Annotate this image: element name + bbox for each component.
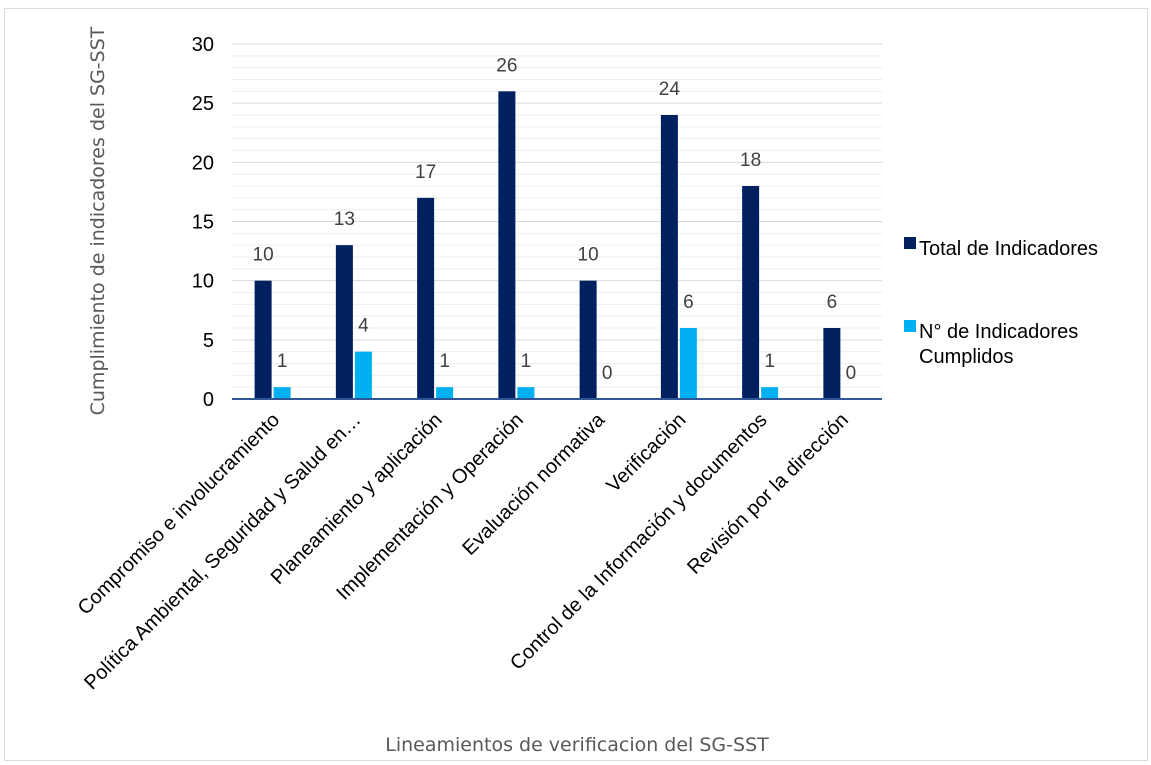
data-label: 1 <box>439 351 450 372</box>
y-tick-label: 15 <box>192 212 214 234</box>
x-category-label: Planeamiento y aplicación <box>267 409 447 589</box>
y-tick-label: 10 <box>192 271 214 293</box>
gridlines <box>232 43 882 388</box>
bar-total <box>579 280 597 399</box>
data-label: 24 <box>659 79 681 100</box>
bar-total <box>498 91 516 399</box>
y-tick-label: 0 <box>203 389 214 411</box>
bar-total <box>417 197 435 399</box>
data-label: 13 <box>334 209 355 230</box>
bar-cumplidos <box>273 387 291 399</box>
data-labels: 10 1 13 4 17 1 26 1 10 0 24 6 18 1 6 0 <box>253 55 857 384</box>
bar-total <box>742 186 760 399</box>
x-category-label: Política Ambiental, Seguridad y Salud en… <box>80 409 365 694</box>
x-axis-title: Lineamientos de verificacion del SG-SST <box>385 734 769 756</box>
data-label: 1 <box>521 351 532 372</box>
bar-total <box>823 328 841 399</box>
y-tick-label: 30 <box>192 34 214 56</box>
x-category-label: Evaluación normativa <box>458 408 609 559</box>
data-label: 17 <box>415 162 436 183</box>
y-tick-label: 20 <box>192 152 214 174</box>
data-label: 0 <box>602 363 613 384</box>
data-label: 1 <box>277 351 288 372</box>
bar-total <box>254 280 272 399</box>
x-category-label: Revisión por la dirección <box>683 409 853 579</box>
y-axis-title: Cumplimiento de indicadores del SG-SST <box>87 26 109 415</box>
bar-cumplidos <box>517 387 535 399</box>
bar-total <box>660 115 678 399</box>
data-label: 0 <box>846 363 857 384</box>
bars <box>254 91 841 399</box>
data-label: 10 <box>578 245 599 266</box>
legend-swatch-total <box>904 237 916 249</box>
x-category-label: Verificación <box>603 409 691 497</box>
legend-label: Total de Indicadores <box>919 238 1098 260</box>
bar-cumplidos <box>761 387 779 399</box>
y-tick-labels: 0 5 10 15 20 25 30 <box>192 34 214 411</box>
legend-label: N° de Indicadores <box>919 321 1078 343</box>
bar-cumplidos <box>679 328 697 399</box>
data-label: 10 <box>253 245 274 266</box>
y-tick-label: 25 <box>192 93 214 115</box>
data-label: 6 <box>683 292 694 313</box>
data-label: 4 <box>358 316 369 337</box>
bar-total <box>335 245 353 399</box>
data-label: 1 <box>764 351 775 372</box>
bar-cumplidos <box>436 387 454 399</box>
y-tick-label: 5 <box>203 330 214 352</box>
bar-cumplidos <box>354 351 372 399</box>
data-label: 26 <box>496 55 517 76</box>
chart-frame <box>4 8 1148 761</box>
data-label: 6 <box>827 292 838 313</box>
data-label: 18 <box>740 150 761 171</box>
legend-swatch-cumplidos <box>904 320 916 332</box>
legend: Total de Indicadores N° de Indicadores Cum… <box>904 237 1098 368</box>
legend-label: Cumplidos <box>919 346 1013 368</box>
